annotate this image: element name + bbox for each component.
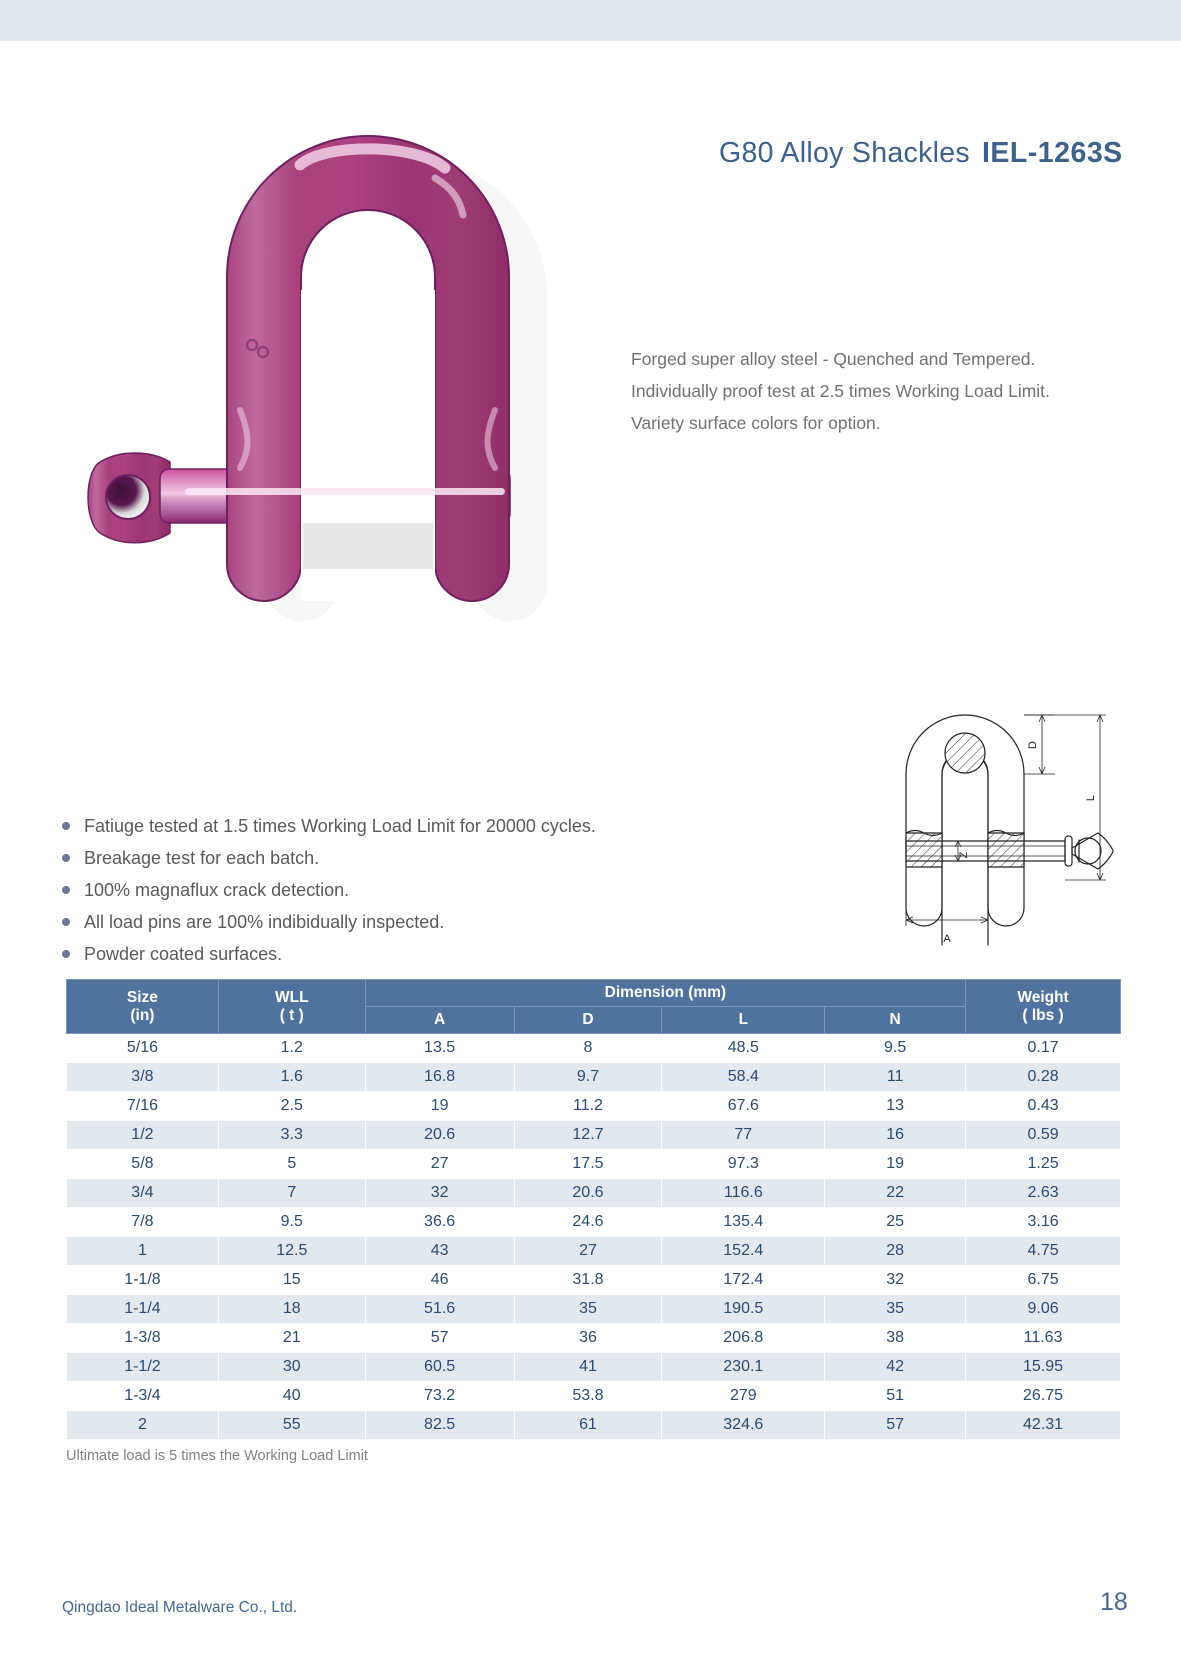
svg-text:L: L bbox=[1085, 795, 1097, 801]
svg-text:Z: Z bbox=[958, 851, 970, 858]
svg-text:A: A bbox=[943, 933, 951, 945]
svg-text:D: D bbox=[1027, 741, 1039, 749]
